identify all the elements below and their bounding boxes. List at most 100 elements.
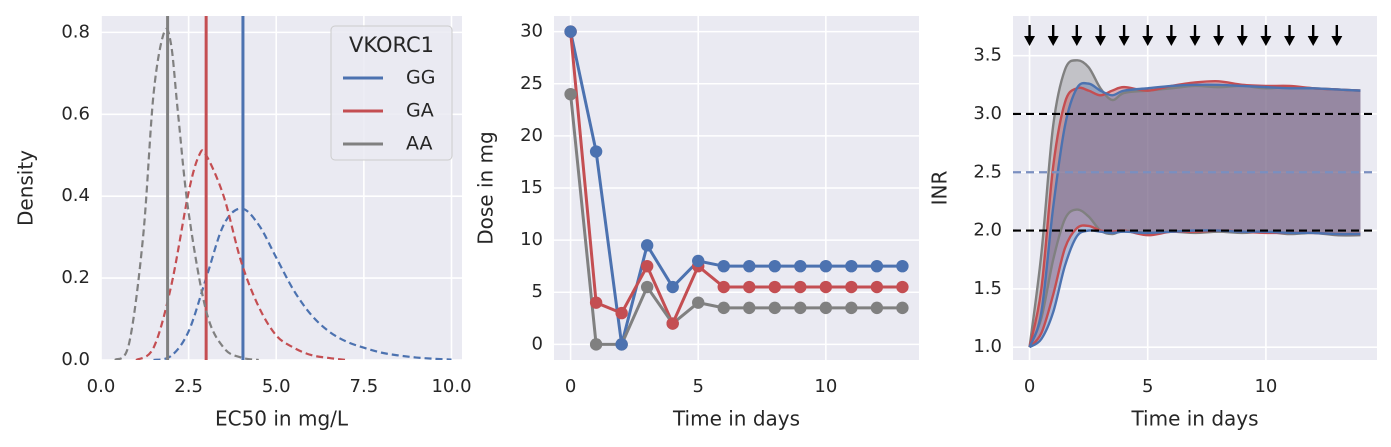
dose-point-aa bbox=[564, 87, 577, 101]
dose-arrow-head bbox=[1260, 36, 1272, 46]
dose-point-gg bbox=[717, 259, 730, 273]
dose-point-aa bbox=[743, 301, 756, 315]
legend-label-gg: GG bbox=[406, 67, 435, 89]
dose-point-ga bbox=[794, 280, 807, 294]
density-curve-ga bbox=[135, 149, 347, 360]
x-tick-label: 0.0 bbox=[87, 376, 116, 397]
dose-arrow-head bbox=[1094, 36, 1106, 46]
dose-point-aa bbox=[692, 296, 705, 309]
y-tick-label: 1.0 bbox=[973, 336, 1002, 357]
y-tick-label: 1.5 bbox=[973, 278, 1002, 299]
inr-upper-gg bbox=[1028, 81, 1361, 348]
x-tick-label: 5 bbox=[1142, 376, 1153, 397]
x-tick-label: 2.5 bbox=[174, 376, 203, 397]
y-tick-label: 3.0 bbox=[973, 103, 1002, 124]
inr-panel: 0 5 10 1.0 1.5 2.0 2.5 3.0 3.5 Time in days INR bbox=[928, 16, 1377, 431]
plot-marks bbox=[114, 16, 452, 360]
y-tick-label: 0.4 bbox=[61, 185, 90, 206]
dose-panel: 0 5 10 0 5 10 15 20 25 30 Time in days Dose in mg bbox=[474, 16, 919, 431]
x-tick-label: 5 bbox=[692, 376, 703, 397]
x-tick-label: 0 bbox=[565, 376, 576, 397]
dose-arrow-head bbox=[1047, 36, 1059, 46]
y-tick-label: 2.0 bbox=[973, 220, 1002, 241]
y-tick-label: 0.0 bbox=[61, 349, 90, 370]
legend-label-ga: GA bbox=[406, 100, 434, 122]
dose-point-aa bbox=[896, 301, 909, 315]
dose-point-aa bbox=[819, 301, 833, 315]
dose-point-gg bbox=[564, 25, 577, 38]
y-tick-label: 3.5 bbox=[973, 45, 1002, 66]
dose-point-aa bbox=[794, 301, 807, 315]
dose-point-aa bbox=[640, 280, 654, 294]
dose-point-gg bbox=[819, 259, 833, 273]
inr-lower-gg bbox=[1028, 229, 1361, 349]
x-tick-label: 10.0 bbox=[431, 376, 471, 397]
dose-point-gg bbox=[743, 259, 756, 273]
inr-upper-ga bbox=[1028, 80, 1361, 348]
dose-arrow-head bbox=[1284, 36, 1296, 46]
dose-point-ga bbox=[845, 280, 858, 294]
legend-label-aa: AA bbox=[406, 133, 433, 155]
dose-point-aa bbox=[717, 301, 730, 315]
y-tick-label: 25 bbox=[520, 73, 543, 94]
x-axis-label: Time in days bbox=[672, 407, 800, 431]
dose-point-aa bbox=[845, 301, 858, 315]
y-tick-label: 15 bbox=[520, 177, 543, 198]
dose-point-ga bbox=[717, 280, 730, 294]
x-tick-label: 7.5 bbox=[350, 376, 379, 397]
y-axis-label: Dose in mg bbox=[474, 131, 498, 245]
dose-point-ga bbox=[896, 280, 909, 294]
dose-point-gg bbox=[666, 280, 679, 294]
dose-point-gg bbox=[896, 259, 909, 273]
dose-point-gg bbox=[794, 259, 807, 273]
dose-arrow-head bbox=[1213, 36, 1225, 46]
dose-point-gg bbox=[640, 239, 654, 252]
dose-point-ga bbox=[870, 280, 884, 294]
y-tick-label: 20 bbox=[520, 125, 543, 146]
dose-point-aa bbox=[768, 301, 781, 315]
dose-arrow-head bbox=[1331, 36, 1343, 46]
dose-point-gg bbox=[692, 254, 705, 268]
inr-band-aa bbox=[1029, 60, 1361, 348]
x-axis-label: EC50 in mg/L bbox=[215, 407, 349, 431]
dose-point-ga bbox=[666, 317, 679, 330]
dose-point-gg bbox=[845, 259, 858, 273]
dose-point-ga bbox=[589, 296, 603, 309]
x-tick-label: 0 bbox=[1024, 376, 1035, 397]
dose-arrow-head bbox=[1024, 36, 1036, 46]
y-tick-label: 30 bbox=[520, 21, 543, 42]
y-tick-label: 2.5 bbox=[973, 161, 1002, 182]
y-tick-label: 0 bbox=[532, 333, 543, 354]
y-tick-label: 5 bbox=[532, 281, 543, 302]
dose-point-ga bbox=[743, 280, 756, 294]
y-axis-label: Density bbox=[14, 150, 38, 226]
dose-point-ga bbox=[640, 259, 654, 273]
dose-point-gg bbox=[870, 259, 884, 273]
dose-arrow-head bbox=[1118, 36, 1130, 46]
dose-point-gg bbox=[615, 338, 628, 351]
legend-title: VKORC1 bbox=[349, 33, 434, 57]
y-axis-label: INR bbox=[928, 171, 952, 206]
dose-point-gg bbox=[589, 145, 603, 158]
dose-arrow-head bbox=[1189, 36, 1201, 46]
x-tick-label: 10 bbox=[814, 376, 837, 397]
y-tick-label: 0.8 bbox=[61, 21, 90, 42]
x-axis-label: Time in days bbox=[1130, 407, 1258, 431]
density-panel: 0.0 2.5 5.0 7.5 10.0 0.0 0.2 0.4 0.6 0.8 EC50 in m… bbox=[14, 16, 472, 431]
dose-point-ga bbox=[819, 280, 833, 294]
dose-point-aa bbox=[870, 301, 884, 315]
dose-arrow-head bbox=[1307, 36, 1319, 46]
dose-arrow-head bbox=[1142, 36, 1154, 46]
dose-arrow-head bbox=[1236, 36, 1248, 46]
x-tick-label: 10 bbox=[1254, 376, 1277, 397]
inr-band-gg bbox=[1029, 83, 1361, 348]
x-tick-label: 5.0 bbox=[262, 376, 291, 397]
dose-arrow-head bbox=[1071, 36, 1083, 46]
dose-point-gg bbox=[768, 259, 781, 273]
y-tick-label: 0.6 bbox=[61, 103, 90, 124]
legend: VKORC1 GG GA AA bbox=[330, 25, 453, 161]
legend-box bbox=[330, 25, 453, 161]
density-curve-aa bbox=[114, 27, 259, 360]
dose-point-ga bbox=[615, 306, 628, 320]
dose-point-aa bbox=[589, 338, 603, 351]
